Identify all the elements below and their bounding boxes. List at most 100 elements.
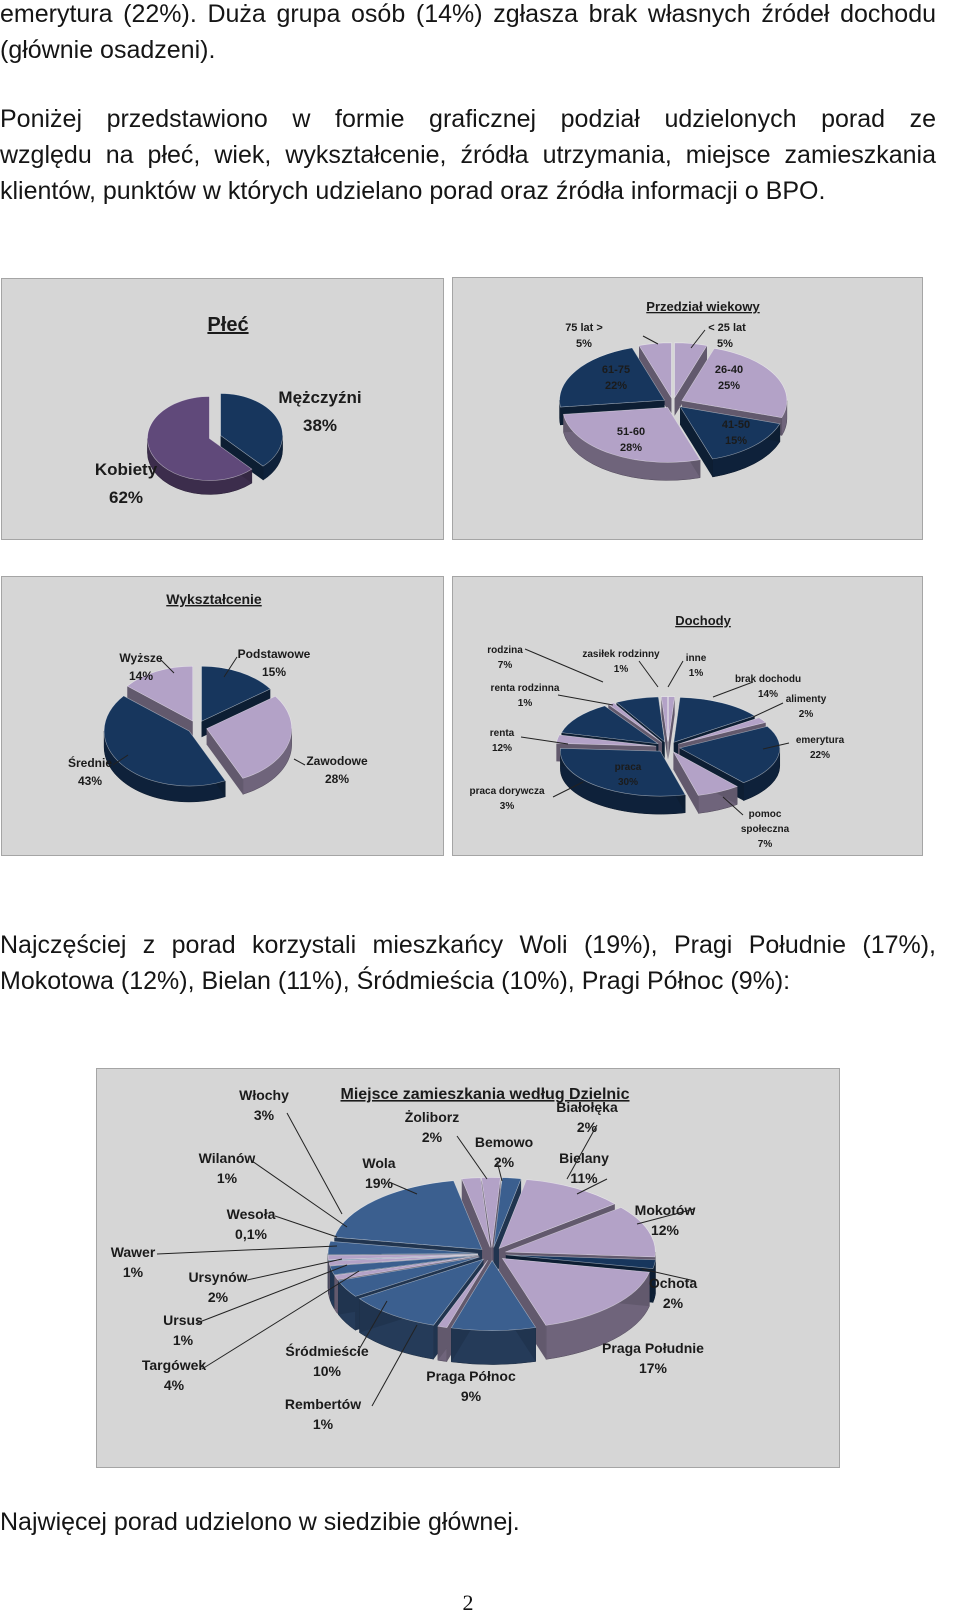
data-label: 1% [614, 664, 629, 675]
text-line: Mokotowa (12%), Bielan (11%), Śródmieści… [0, 963, 936, 999]
data-label: 75 lat > [565, 322, 603, 334]
chart-panel-education: Wykształcenie Podstawowe 15% Zawodowe 28% Śre… [1, 576, 444, 856]
data-label: Kobiety [95, 460, 158, 479]
data-label: 7% [758, 839, 773, 850]
data-label: alimenty [786, 694, 827, 705]
data-label: 41-50 [722, 419, 750, 431]
data-label: Rembertów [285, 1396, 361, 1412]
data-label: 4% [164, 1377, 185, 1393]
data-label: Wesoła [227, 1206, 276, 1222]
data-label: Mężczyźni [278, 388, 361, 407]
data-label: Wyższe [119, 651, 162, 665]
data-label: Targówek [142, 1357, 207, 1373]
text-line: emerytura (22%). Duża grupa osób (14%) z… [0, 0, 936, 32]
chart-title: Płeć [207, 314, 248, 336]
data-label: Zawodowe [306, 754, 368, 768]
leader-line [294, 759, 305, 765]
data-label: Wilanów [199, 1150, 256, 1166]
leader-line [287, 1113, 342, 1214]
data-label: 25% [718, 380, 740, 392]
leader-line [639, 661, 658, 687]
data-label: Ursus [163, 1312, 203, 1328]
data-label: społeczna [741, 824, 790, 835]
chart-title: Wykształcenie [166, 591, 262, 607]
data-label: 3% [254, 1107, 275, 1123]
data-label: 28% [325, 772, 349, 786]
leader-line [643, 336, 658, 344]
data-label: Bielany [559, 1150, 609, 1166]
text-line: (głównie osadzeni). [0, 32, 936, 68]
chart-title: Dochody [675, 613, 731, 628]
data-label: 0,1% [235, 1226, 267, 1242]
text-line: Najczęściej z porad korzystali mieszkańc… [0, 927, 936, 963]
data-label: 17% [639, 1360, 668, 1376]
paragraph-intro: emerytura (22%). Duża grupa osób (14%) z… [0, 0, 936, 68]
data-label: Bemowo [475, 1134, 533, 1150]
chart-education: Wykształcenie Podstawowe 15% Zawodowe 28% Śre… [2, 577, 445, 857]
data-label: pomoc [749, 809, 782, 820]
data-label: 22% [605, 380, 627, 392]
data-label: 2% [799, 709, 814, 720]
data-label: 2% [208, 1289, 229, 1305]
chart-age: Przedział wiekowy< 25 lat5%26-4025%41-50… [453, 278, 924, 541]
data-label: 38% [303, 416, 337, 435]
data-label: 1% [217, 1170, 238, 1186]
data-label: 12% [492, 743, 512, 754]
data-label: 30% [618, 777, 638, 788]
data-label: 1% [518, 698, 533, 709]
data-label: 62% [109, 488, 143, 507]
data-label: 43% [78, 774, 102, 788]
data-label: 14% [758, 689, 778, 700]
chart-panel-income: Dochody rodzina 7% zasiłek rodzinny 1% inne 1%… [452, 576, 923, 856]
paragraph-description: Poniżej przedstawiono w formie graficzne… [0, 101, 936, 209]
data-label: 15% [725, 435, 747, 447]
data-label: 1% [313, 1416, 334, 1432]
data-label: 22% [810, 750, 830, 761]
data-label: 26-40 [715, 364, 743, 376]
data-label: 1% [689, 668, 704, 679]
data-label: praca dorywcza [469, 786, 544, 797]
chart-districts: Miejsce zamieszkania według DzielnicWłoc… [97, 1069, 841, 1469]
pie-slice [334, 1181, 482, 1250]
data-label: Średnie [68, 755, 112, 770]
data-label: 2% [577, 1119, 598, 1135]
chart-title: Przedział wiekowy [646, 299, 760, 314]
data-label: brak dochodu [735, 674, 801, 685]
chart-panel-gender: Płeć Mężczyźni 38% Kobiety 62% [1, 278, 444, 540]
data-label: inne [686, 653, 707, 664]
data-label: rodzina [487, 645, 523, 656]
text-line: Najwięcej porad udzielono w siedzibie gł… [0, 1504, 936, 1540]
data-label: 14% [129, 669, 153, 683]
data-label: Praga Północ [426, 1368, 516, 1384]
data-label: 15% [262, 665, 286, 679]
data-label: Podstawowe [238, 647, 311, 661]
data-label: 51-60 [617, 426, 645, 438]
data-label: 10% [313, 1363, 342, 1379]
text-line: względu na płeć, wiek, wykształcenie, źr… [0, 137, 936, 173]
data-label: Ochota [649, 1275, 697, 1291]
data-label: 11% [570, 1170, 598, 1186]
data-label: Praga Południe [602, 1340, 704, 1356]
chart-income: Dochody rodzina 7% zasiłek rodzinny 1% inne 1%… [453, 577, 924, 857]
data-label: renta [490, 728, 515, 739]
data-label: 2% [663, 1295, 684, 1311]
leader-line [247, 1259, 342, 1280]
data-label: 5% [717, 338, 733, 350]
paragraph-main-office: Najwięcej porad udzielono w siedzibie gł… [0, 1504, 936, 1540]
data-label: 61-75 [602, 364, 630, 376]
leader-line [753, 703, 783, 717]
data-label: Ursynów [188, 1269, 247, 1285]
data-label: Śródmieście [285, 1342, 368, 1359]
data-label: zasiłek rodzinny [582, 649, 660, 660]
data-label: 3% [500, 801, 515, 812]
data-label: Białołęka [556, 1099, 618, 1115]
leader-line [157, 1246, 337, 1254]
data-label: Żoliborz [405, 1109, 459, 1125]
data-label: praca [615, 762, 642, 773]
paragraph-districts: Najczęściej z porad korzystali mieszkańc… [0, 927, 936, 999]
data-label: Mokotów [635, 1202, 696, 1218]
data-label: renta rodzinna [491, 683, 560, 694]
data-label: 19% [365, 1175, 394, 1191]
data-label: Wola [362, 1155, 395, 1171]
chart-gender: Płeć Mężczyźni 38% Kobiety 62% [2, 279, 445, 541]
